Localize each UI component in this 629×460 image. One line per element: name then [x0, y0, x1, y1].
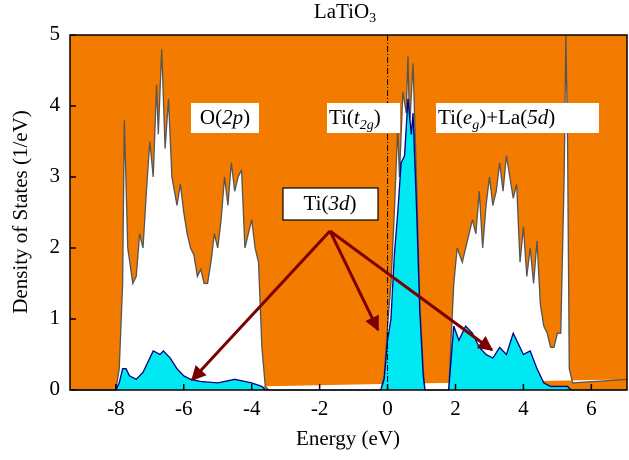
annotation-text: )+La(	[479, 105, 527, 129]
arrow	[328, 230, 380, 332]
title-subscript: 3	[369, 11, 376, 26]
y-tick-label: 0	[50, 376, 61, 400]
plot-area	[69, 34, 628, 391]
chart-title: LaTiO3	[314, 0, 376, 26]
annotation: Ti(eg)+La(5d)	[438, 105, 555, 133]
plot-frame	[69, 34, 628, 391]
area-line	[71, 34, 628, 391]
annotation-text: 2g	[360, 118, 374, 133]
label-box	[282, 187, 379, 221]
annotation-text: )	[349, 191, 356, 215]
y-tick-label: 5	[50, 21, 61, 45]
annotation-text: )	[243, 105, 250, 129]
annotation-text: Ti(	[304, 191, 329, 215]
annotation-text: O(	[200, 105, 222, 129]
x-tick-label: 0	[382, 396, 393, 420]
y-axis-label: Density of States (1/eV)	[8, 110, 32, 314]
annotation: O(2p)	[200, 105, 250, 129]
x-axis-label: Energy (eV)	[296, 426, 400, 450]
y-tick-label: 3	[50, 163, 61, 187]
x-tick-label: 2	[450, 396, 461, 420]
x-tick-label: -2	[311, 396, 329, 420]
area-line	[71, 98, 627, 391]
x-tick-label: -6	[175, 396, 193, 420]
y-tick-label: 4	[50, 92, 61, 116]
annotation-text: )	[374, 105, 381, 129]
annotation-text: t	[354, 105, 361, 129]
arrow	[329, 229, 494, 352]
x-tick-label: 4	[518, 396, 529, 420]
x-tick-label: 6	[586, 396, 597, 420]
label-box	[191, 103, 259, 133]
label-box	[327, 103, 400, 133]
annotation: Ti(t2g)	[329, 105, 381, 133]
x-tick-label: -4	[243, 396, 261, 420]
annotation-text: 2p	[222, 105, 243, 129]
x-tick-label: -8	[107, 396, 125, 420]
arrow	[190, 229, 332, 382]
annotations: O(2p) Ti(t2g) Ti(eg)+La(5d) Ti(3d)	[190, 103, 599, 382]
annotation-text: Ti(	[329, 105, 354, 129]
annotation-text: g	[472, 118, 479, 133]
label-box	[436, 103, 599, 133]
annotation-text: Ti(	[438, 105, 463, 129]
y-tick-label: 2	[50, 234, 61, 258]
y-tick-label: 1	[50, 305, 61, 329]
annotation-text: 3d	[327, 191, 350, 215]
annotation: Ti(3d)	[304, 191, 357, 215]
area-fill	[71, 35, 627, 390]
annotation-text: e	[463, 105, 472, 129]
annotation-text: )	[548, 105, 555, 129]
annotation-text: 5d	[527, 105, 549, 129]
title-text: LaTiO	[314, 0, 369, 23]
